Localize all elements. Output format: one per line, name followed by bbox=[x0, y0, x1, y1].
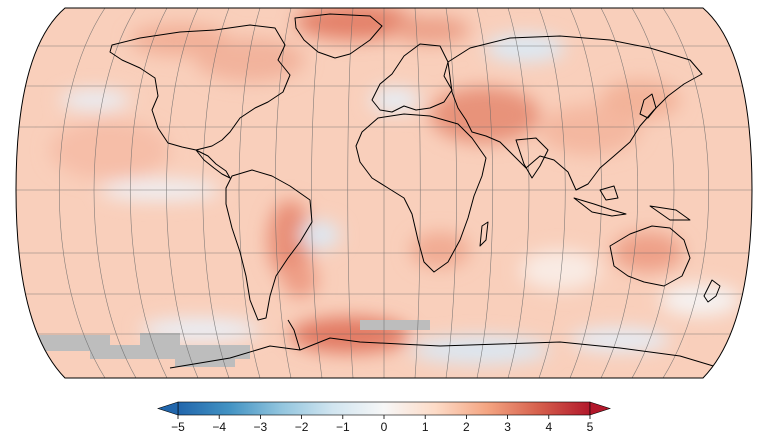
colorbar-tick-label: 1 bbox=[422, 420, 429, 434]
madagascar-outline bbox=[479, 221, 489, 247]
africa-outline bbox=[355, 113, 487, 273]
colorbar-tick-label: 5 bbox=[587, 420, 594, 434]
asia-outline bbox=[447, 35, 703, 191]
central-america-outline bbox=[195, 149, 231, 179]
india-outline bbox=[515, 137, 549, 179]
new-zealand-outline bbox=[703, 279, 721, 303]
north-america-outline bbox=[109, 24, 291, 151]
australia-outline bbox=[609, 225, 691, 287]
greenland-outline bbox=[294, 13, 383, 59]
colorbar-extend-high bbox=[589, 401, 611, 416]
colorbar-tick-label: 2 bbox=[463, 420, 470, 434]
colorbar: −5 −4 −3 −2 −1 0 1 2 3 4 5 bbox=[157, 401, 611, 434]
antarctica-outline bbox=[169, 319, 721, 369]
indonesia-outline bbox=[573, 197, 627, 217]
japan-outline bbox=[639, 93, 657, 119]
colorbar-gradient bbox=[177, 401, 591, 416]
colorbar-extend-low bbox=[157, 401, 179, 416]
colorbar-tick-label: 3 bbox=[504, 420, 511, 434]
graticule bbox=[16, 8, 752, 378]
colorbar-tick-label: −3 bbox=[254, 420, 268, 434]
globe-border bbox=[15, 7, 753, 379]
coastlines bbox=[109, 13, 721, 369]
colorbar-tick-label: −4 bbox=[212, 420, 226, 434]
europe-outline bbox=[371, 43, 453, 113]
colorbar-ticks: −5 −4 −3 −2 −1 0 1 2 3 4 5 bbox=[171, 415, 594, 434]
colorbar-tick-label: −2 bbox=[295, 420, 309, 434]
colorbar-tick-label: 4 bbox=[545, 420, 552, 434]
colorbar-tick-label: −5 bbox=[171, 420, 185, 434]
colorbar-tick-label: −1 bbox=[336, 420, 350, 434]
colorbar-tick-label: 0 bbox=[381, 420, 388, 434]
south-america-outline bbox=[225, 169, 313, 321]
